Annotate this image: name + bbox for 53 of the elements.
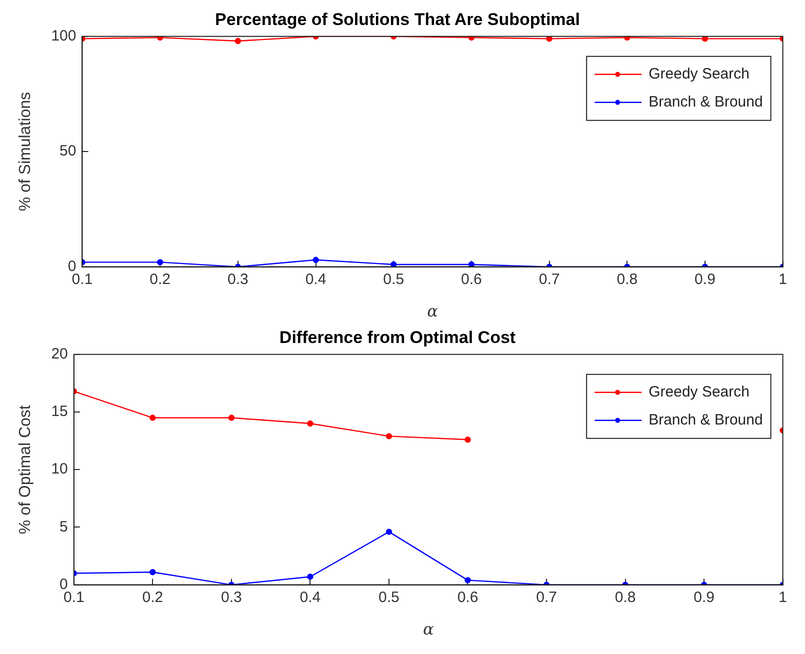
x-axis-title: α xyxy=(422,620,434,639)
y-axis-title: % of Optimal Cost xyxy=(17,404,34,534)
y-tick-label: 10 xyxy=(51,460,68,478)
x-tick-label: 0.3 xyxy=(221,588,242,606)
point xyxy=(702,36,708,42)
point xyxy=(307,574,314,580)
point xyxy=(150,569,156,576)
x-axis-title: α xyxy=(427,302,438,321)
point xyxy=(624,36,630,41)
point xyxy=(156,259,164,266)
point xyxy=(228,414,235,421)
x-tick-label: 0.7 xyxy=(538,270,560,288)
y-tick-label: 5 xyxy=(60,518,68,536)
x-tick-label: 0.9 xyxy=(694,270,716,288)
x-tick-label: 0.6 xyxy=(457,588,478,606)
x-tick-label: 0.5 xyxy=(383,270,404,288)
point xyxy=(390,261,397,267)
y-tick-label: 100 xyxy=(51,28,76,45)
point xyxy=(386,528,392,535)
legend-label: Greedy Search xyxy=(648,66,750,83)
x-tick-label: 0.2 xyxy=(150,270,170,288)
point xyxy=(234,38,242,44)
x-tick-label: 0.4 xyxy=(305,270,326,288)
x-tick-label: 0.4 xyxy=(300,588,321,606)
point xyxy=(464,577,471,584)
point xyxy=(468,261,475,267)
y-tick-label: 50 xyxy=(60,142,76,160)
x-tick-label: 0.7 xyxy=(536,588,557,606)
x-tick-label: 0.5 xyxy=(378,588,400,606)
point xyxy=(546,36,552,42)
legend-label: Branch & Bround xyxy=(648,412,763,429)
x-tick-label: 0.2 xyxy=(142,588,164,606)
chart-title: Percentage of Solutions That Are Suboptimal xyxy=(215,10,580,29)
legend-label: Branch & Bround xyxy=(648,94,763,111)
point xyxy=(468,36,475,41)
y-axis-title: % of Simulations xyxy=(17,92,34,212)
chart-title: Difference from Optimal Cost xyxy=(279,328,516,347)
point xyxy=(386,433,392,440)
x-tick-label: 1 xyxy=(778,588,787,606)
y-tick-label: 15 xyxy=(51,403,68,420)
x-tick-label: 0.6 xyxy=(461,270,482,288)
x-tick-label: 0.9 xyxy=(694,588,714,606)
x-tick-label: 0.8 xyxy=(616,270,638,288)
x-tick-label: 0.8 xyxy=(614,588,636,606)
point xyxy=(307,420,314,427)
x-tick-label: 1 xyxy=(778,270,787,288)
point xyxy=(150,414,156,421)
point xyxy=(312,256,319,263)
x-tick-label: 0.3 xyxy=(227,270,248,288)
point xyxy=(156,36,164,41)
y-tick-label: 20 xyxy=(51,346,68,363)
point xyxy=(464,436,471,443)
legend-label: Greedy Search xyxy=(648,384,750,401)
